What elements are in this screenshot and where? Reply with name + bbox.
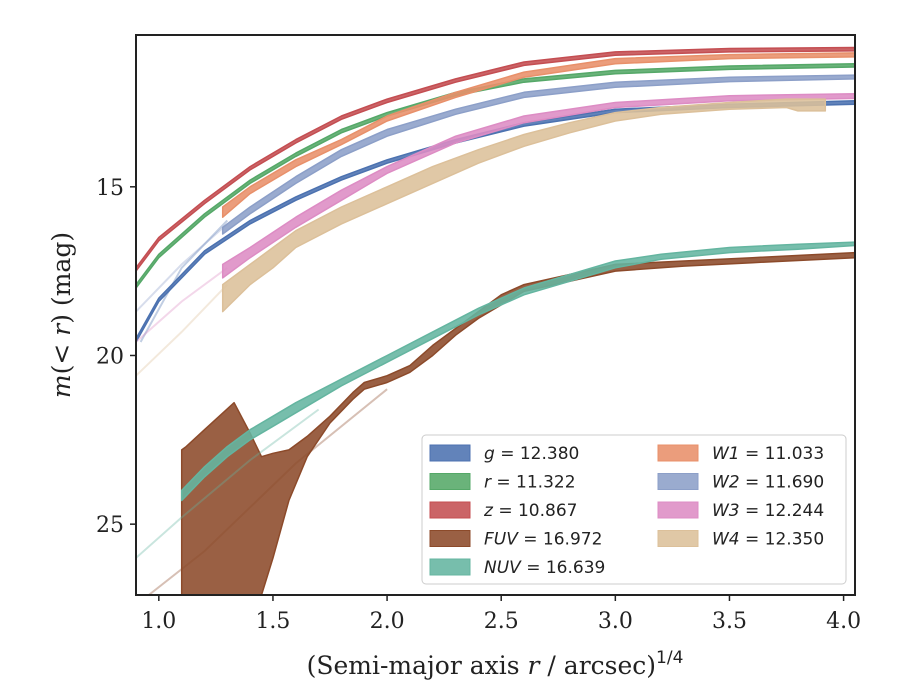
legend-label: NUV = 16.639 [484,558,605,578]
x-tick-label: 3.0 [598,609,633,634]
series-r [136,62,855,289]
y-axis-label: m(< r) (mag) [47,232,76,398]
legend-label: W1 = 11.033 [712,444,824,464]
series-nuv [136,241,855,559]
series-layer [136,46,855,595]
x-tick-label: 3.5 [712,609,747,634]
y-axis-label-char: < [47,344,76,365]
legend-frame [421,434,847,585]
legend-swatch [657,473,699,490]
legend-label: W2 = 11.690 [712,473,824,493]
series-w4-band [221,98,827,313]
legend-label: z = 10.867 [483,501,577,521]
legend-item-w1: W1 = 11.033 [657,444,824,464]
x-axis-label-variable: r [528,651,542,680]
y-axis-label-char: ) [47,314,76,324]
y-axis-label-char: a [47,258,76,273]
y-tick-label: 20 [96,344,124,369]
series-w2-inner-extension [136,223,228,313]
series-w4-inner-extension [136,283,229,377]
x-tick-label: 2.0 [370,609,405,634]
series-nuv-inner-extension [136,408,320,559]
series-g [136,100,855,343]
ticks-layer: 1.0 1.5 2.0 2.5 3.0 3.5 4.0 15 20 25 [96,176,861,634]
legend-swatch [657,530,699,547]
legend-label: r = 11.322 [484,473,576,493]
series-nuv-band [180,241,855,502]
legend-swatch [657,444,699,462]
legend-swatch [429,530,471,547]
legend-label: FUV = 16.972 [484,530,602,550]
series-w2-band [221,74,855,235]
x-tick-label: 4.0 [826,609,861,634]
legend-item-g: g = 12.380 [429,444,579,464]
y-axis-label-char: g [47,242,76,258]
series-w1 [221,52,855,218]
series-w3-band [221,92,855,279]
legend-item-w3: W3 = 12.244 [657,501,824,521]
legend-label: g = 12.380 [484,444,579,464]
x-axis-label: (Semi-major axis r / arcsec)1/4 [307,648,684,680]
legend-item-nuv: NUV = 16.639 [429,558,605,578]
x-tick-label: 2.5 [484,609,519,634]
series-w1-band [221,52,855,218]
legend-label: W4 = 12.350 [712,530,824,550]
legend-swatch [429,473,471,490]
series-z [136,46,855,272]
series-w4 [136,98,827,377]
legend-swatch [429,558,471,576]
x-tick-label: 1.5 [255,609,290,634]
series-w3-inner-extension [136,266,228,343]
series-w3 [136,92,855,343]
legend-item-r: r = 11.322 [429,473,576,493]
y-axis-label-char: ( [47,365,76,375]
y-axis-label-char: ( [47,296,76,306]
legend-swatch [429,501,471,519]
legend-label: W3 = 12.244 [712,501,824,521]
y-tick-label: 25 [96,513,124,538]
y-axis-label-char [47,306,76,314]
series-fuv [147,251,855,595]
y-axis-label-char: m [47,374,76,398]
x-axis-label-exponent: 1/4 [656,648,683,668]
legend-swatch [429,444,471,462]
plot-frame [135,34,856,596]
series-g-inner-extension [139,219,229,343]
legend-item-w2: W2 = 11.690 [657,473,824,493]
legend: g = 12.380 r = 11.322 z = 10.867 FUV = 16.9… [421,434,847,585]
series-w2 [136,74,855,313]
y-axis-label-char: m [47,272,76,296]
series-fuv-band [180,251,855,595]
series-z-band [136,46,855,272]
legend-swatch [657,501,699,519]
y-tick-label: 15 [96,176,124,201]
y-axis-label-char: ) [47,232,76,242]
series-r-band [136,62,855,289]
legend-item-w4: W4 = 12.350 [657,530,824,550]
y-axis-label-char [47,336,76,344]
y-axis-label-char: r [47,322,76,336]
legend-item-fuv: FUV = 16.972 [429,530,602,550]
series-g-band [136,100,855,343]
legend-item-z: z = 10.867 [429,501,577,521]
x-tick-label: 1.0 [141,609,176,634]
